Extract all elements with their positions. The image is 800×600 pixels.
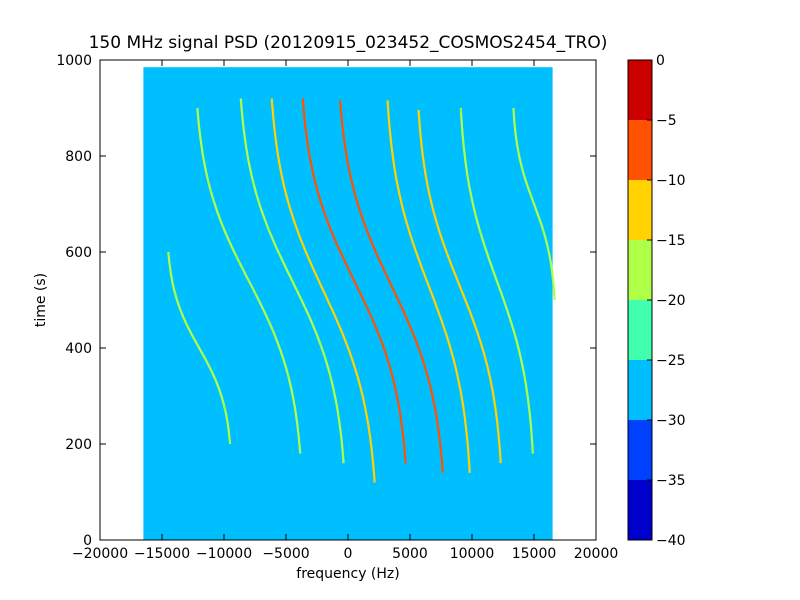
signal-track-5 [301, 98, 407, 464]
colorbar-segment [628, 480, 652, 540]
colorbar-tick-label: −30 [656, 413, 686, 429]
y-tick-label: 800 [65, 149, 92, 165]
colorbar-tick-label: −15 [656, 233, 686, 249]
signal-track-2 [196, 107, 302, 454]
heatmap-field [143, 67, 553, 540]
y-tick-label: 400 [65, 341, 92, 357]
signal-track-7 [386, 100, 471, 473]
x-tick-label: 0 [344, 546, 353, 562]
colorbar-segment [628, 240, 652, 300]
signal-track-1 [167, 251, 232, 445]
signal-track-9 [459, 107, 534, 454]
colorbar-tick-label: −5 [656, 113, 677, 129]
x-tick-label: 20000 [574, 546, 619, 562]
colorbar-tick-label: −25 [656, 353, 686, 369]
x-tick-label: 15000 [512, 546, 557, 562]
colorbar: −40 −35 −30 −25 −20 −15 −10 −5 0 [627, 53, 686, 549]
x-tick-label: −20000 [72, 546, 128, 562]
colorbar-tick-label: −20 [656, 293, 686, 309]
x-tick-label: −5000 [262, 546, 309, 562]
signal-tracks [167, 98, 556, 483]
x-axis-label: frequency (Hz) [296, 566, 399, 582]
colorbar-tick-label: −35 [656, 473, 686, 489]
x-tick-label: 5000 [392, 546, 428, 562]
colorbar-tick-label: 0 [656, 53, 665, 69]
colorbar-segment [628, 180, 652, 240]
y-tick-label: 600 [65, 245, 92, 261]
signal-track-10 [512, 107, 556, 301]
heatmap-background [143, 67, 553, 540]
signal-track-8 [417, 109, 502, 464]
y-tick-label: 200 [65, 437, 92, 453]
x-tick-label: −10000 [196, 546, 252, 562]
colorbar-tick-label: −40 [656, 533, 686, 549]
x-tick-label: −15000 [134, 546, 190, 562]
signal-track-4 [270, 98, 376, 483]
y-tick-label: 0 [83, 533, 92, 549]
colorbar-tick-label: −10 [656, 173, 686, 189]
y-axis: 0 200 400 600 800 1000 [56, 53, 596, 549]
chart-title: 150 MHz signal PSD (20120915_023452_COSM… [89, 33, 608, 53]
y-axis-label: time (s) [33, 273, 49, 327]
colorbar-segment [628, 420, 652, 480]
colorbar-segment [628, 120, 652, 180]
colorbar-segment [628, 60, 652, 120]
colorbar-segment [628, 300, 652, 360]
colorbar-segment [628, 360, 652, 420]
y-tick-label: 1000 [56, 53, 92, 69]
signal-track-3 [239, 98, 345, 464]
x-axis: −20000 −15000 −10000 −5000 0 5000 10000 15000 20… [72, 60, 618, 562]
signal-track-6 [339, 100, 444, 473]
x-tick-label: 10000 [450, 546, 495, 562]
